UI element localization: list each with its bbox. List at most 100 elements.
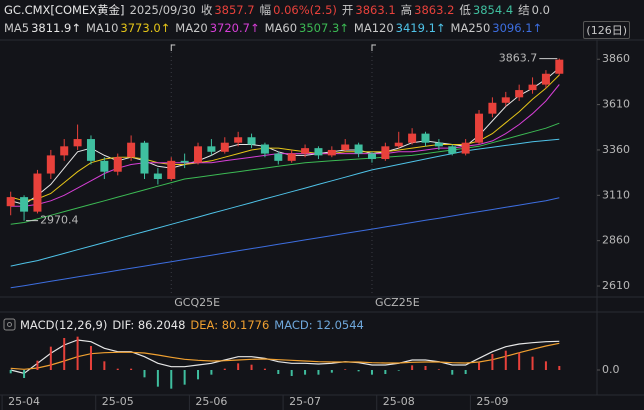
candle-body (434, 142, 443, 147)
candle-body (220, 142, 229, 152)
macd-bar (357, 370, 360, 372)
macd-bar (210, 370, 213, 375)
macd-bar (9, 370, 12, 374)
macd-bar (478, 362, 481, 370)
ma-legend: MA5 3811.9↑ MA10 3773.0↑ MA20 3720.7↑ MA60 3507… (4, 21, 547, 35)
candle-body (127, 142, 136, 158)
candle-body (354, 144, 363, 154)
macd-bar (263, 368, 266, 370)
candle-body (555, 59, 564, 74)
macd-bar (424, 366, 427, 370)
candle-body (86, 139, 95, 161)
y-tick-label: 2610 (602, 279, 630, 292)
candle-body (501, 97, 510, 103)
candle-body (287, 153, 296, 161)
macd-bar (397, 370, 400, 371)
macd-bar (317, 370, 320, 375)
low-mark: 2970.4 (40, 214, 78, 227)
y-tick-label: 3860 (602, 52, 630, 65)
candle-body (60, 146, 69, 156)
contract-label: GCZ25E (375, 296, 420, 309)
macd-bar (89, 346, 92, 370)
high-mark: 3863.7 (499, 52, 538, 65)
macd-bar (344, 369, 347, 370)
macd-bar (130, 368, 133, 370)
macd-bar (143, 370, 146, 378)
candle-body (167, 160, 176, 179)
macd-bar (437, 369, 440, 370)
candle-body (6, 197, 15, 207)
macd-bar (464, 370, 467, 374)
x-tick-label: 25-04 (8, 395, 40, 408)
macd-bar (250, 364, 253, 370)
macd-line (10, 339, 560, 374)
candle-body (140, 142, 149, 174)
macd-legend: MACD(12,26,9) DIF: 86.2048 DEA: 80.1776 MAC… (20, 318, 369, 332)
macd-bar (116, 368, 119, 370)
field-value: 3863.2 (414, 3, 455, 17)
candle-body (207, 146, 216, 152)
candle-body (73, 139, 82, 147)
candle-body (260, 144, 269, 154)
candle-body (327, 149, 336, 156)
field-value: 0.06%(2.5) (273, 3, 337, 17)
candle-body (541, 73, 550, 85)
symbol: GC.CMX[COMEX黄金] (4, 3, 125, 17)
macd-series-label: DEA: 80.1776 (190, 318, 270, 332)
macd-bar (277, 370, 280, 374)
ma-name: MA60 (264, 21, 298, 35)
macd-bar (558, 365, 561, 370)
macd-bar (49, 346, 52, 370)
macd-bar (197, 370, 200, 380)
x-tick-label: 25-07 (289, 395, 321, 408)
roll-flag (170, 44, 176, 51)
candle-body (153, 173, 162, 179)
macd-bar (544, 361, 547, 370)
candle-body (367, 153, 376, 160)
candle-body (234, 137, 243, 143)
macd-bar (36, 360, 39, 370)
candle-body (461, 142, 470, 154)
macd-bar (290, 370, 293, 376)
macd-bar (491, 354, 494, 370)
macd-bar (330, 370, 333, 373)
contract-label: GCQ25E (174, 296, 220, 309)
macd-series-label: MACD: 12.0544 (274, 318, 364, 332)
macd-bar (63, 338, 66, 370)
candle-body (394, 142, 403, 147)
ma-line (10, 197, 560, 289)
macd-bar (370, 370, 373, 375)
y-tick-label: 0.0 (602, 363, 620, 376)
macd-bar (23, 370, 26, 378)
candle-body (448, 146, 457, 154)
field-label: 结 (518, 3, 530, 17)
ma-name: MA250 (450, 21, 491, 35)
macd-bar (237, 363, 240, 370)
period-button[interactable]: (126日) (583, 21, 630, 39)
help-icon[interactable] (3, 318, 16, 331)
candle-body (515, 90, 524, 98)
candle-body (475, 113, 484, 143)
candle-body (488, 102, 497, 114)
macd-bar (411, 365, 414, 370)
field-value: 3863.1 (355, 3, 396, 17)
field-label: 低 (459, 3, 471, 17)
candle-body (33, 173, 42, 212)
ma-name: MA120 (353, 21, 394, 35)
macd-bar (183, 370, 186, 385)
candle-body (408, 133, 417, 143)
macd-bar (304, 370, 307, 375)
macd-bar (384, 370, 387, 374)
candle-body (528, 84, 537, 91)
field-value: 3854.4 (472, 3, 514, 17)
candle-body (381, 146, 390, 160)
macd-series-label: DIF: 86.2048 (112, 318, 186, 332)
field-label: 高 (400, 3, 413, 17)
macd-bar (451, 370, 454, 375)
candle-body (100, 160, 109, 172)
macd-line (10, 342, 560, 370)
roll-flag (371, 44, 376, 51)
ma-value: 3720.7↑ (209, 21, 260, 35)
